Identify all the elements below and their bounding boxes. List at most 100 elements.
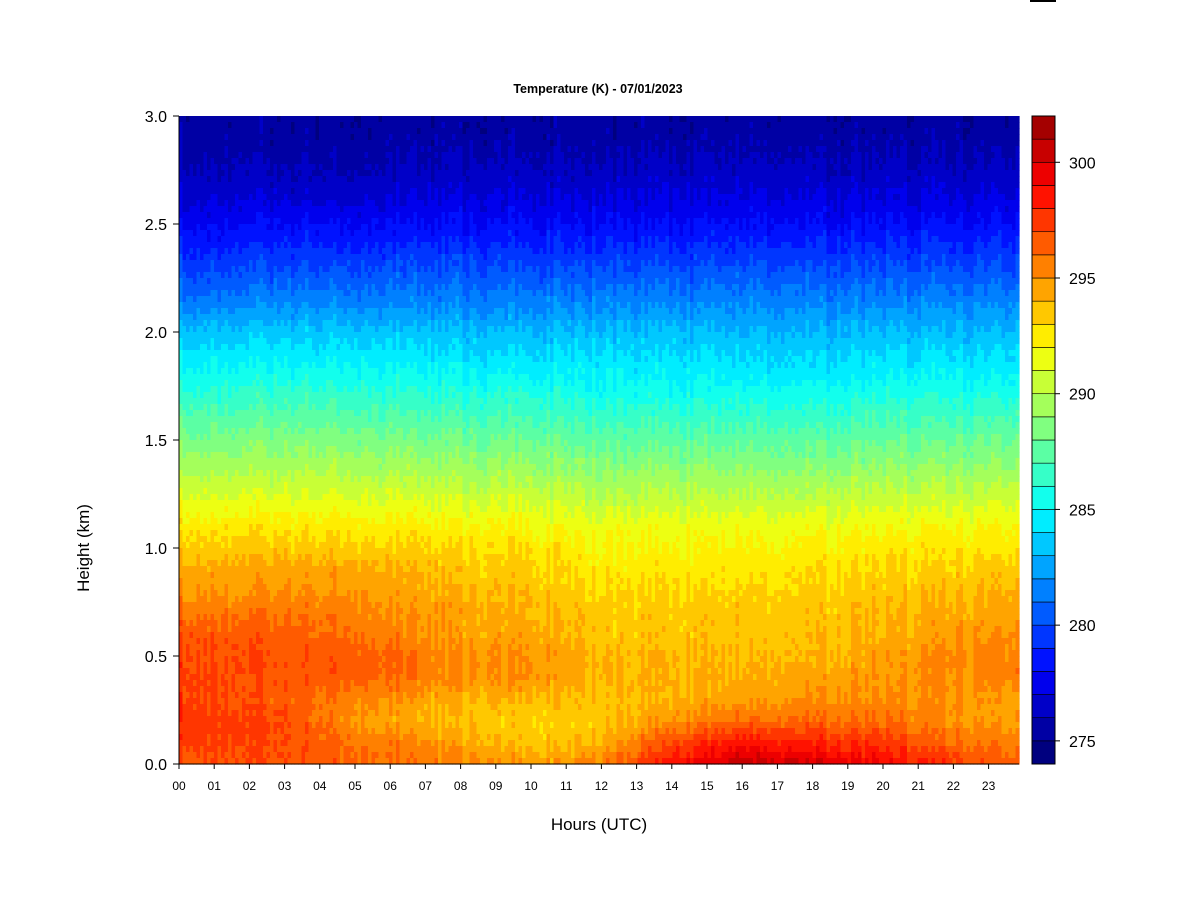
heatmap-cell (322, 230, 327, 237)
heatmap-cell (249, 428, 254, 435)
heatmap-cell (273, 170, 278, 177)
heatmap-cell (179, 266, 184, 273)
heatmap-cell (231, 344, 236, 351)
heatmap-cell (235, 644, 240, 651)
heatmap-cell (245, 686, 250, 693)
heatmap-cell (263, 194, 268, 201)
heatmap-cell (301, 362, 306, 369)
heatmap-cell (315, 350, 320, 357)
heatmap-cell (336, 128, 341, 135)
heatmap-cell (179, 248, 184, 255)
heatmap-cell (207, 518, 212, 525)
heatmap-cell (322, 290, 327, 297)
heatmap-cell (249, 596, 254, 603)
heatmap-cell (196, 488, 201, 495)
heatmap-cell (256, 386, 261, 393)
heatmap-cell (189, 728, 194, 735)
heatmap-cell (235, 524, 240, 531)
heatmap-cell (291, 632, 296, 639)
heatmap-cell (301, 746, 306, 753)
heatmap-cell (329, 662, 334, 669)
heatmap-cell (235, 242, 240, 249)
heatmap-cell (231, 674, 236, 681)
heatmap-cell (259, 422, 264, 429)
heatmap-cell (256, 332, 261, 339)
heatmap-cell (298, 602, 303, 609)
heatmap-cell (273, 224, 278, 231)
heatmap-cell (270, 458, 275, 465)
heatmap-cell (298, 260, 303, 267)
heatmap-cell (235, 140, 240, 147)
heatmap-cell (203, 572, 208, 579)
heatmap-cell (217, 674, 222, 681)
heatmap-cell (308, 368, 313, 375)
heatmap-cell (238, 248, 243, 255)
heatmap-cell (235, 326, 240, 333)
heatmap-cell (280, 320, 285, 327)
heatmap-cell (200, 488, 205, 495)
heatmap-cell (235, 188, 240, 195)
heatmap-cell (266, 458, 271, 465)
heatmap-cell (273, 218, 278, 225)
heatmap-cell (308, 182, 313, 189)
heatmap-cell (249, 656, 254, 663)
heatmap-cell (210, 746, 215, 753)
heatmap-cell (315, 488, 320, 495)
heatmap-cell (224, 290, 229, 297)
heatmap-cell (207, 614, 212, 621)
heatmap-cell (242, 560, 247, 567)
heatmap-cell (294, 410, 299, 417)
heatmap-cell (207, 680, 212, 687)
heatmap-cell (256, 632, 261, 639)
heatmap-cell (266, 626, 271, 633)
heatmap-cell (189, 452, 194, 459)
heatmap-cell (256, 428, 261, 435)
heatmap-cell (266, 356, 271, 363)
heatmap-cell (336, 578, 341, 585)
heatmap-cell (312, 410, 317, 417)
heatmap-cell (270, 758, 275, 765)
heatmap-cell (252, 272, 257, 279)
heatmap-cell (231, 746, 236, 753)
heatmap-cell (301, 182, 306, 189)
heatmap-cell (252, 392, 257, 399)
heatmap-cell (245, 398, 250, 405)
heatmap-cell (214, 536, 219, 543)
heatmap-cell (203, 668, 208, 675)
heatmap-cell (217, 350, 222, 357)
heatmap-cell (182, 566, 187, 573)
heatmap-cell (312, 278, 317, 285)
heatmap-cell (336, 206, 341, 213)
heatmap-cell (308, 236, 313, 243)
heatmap-cell (179, 308, 184, 315)
heatmap-cell (266, 164, 271, 171)
heatmap-cell (305, 548, 310, 555)
heatmap-cell (301, 680, 306, 687)
heatmap-cell (207, 170, 212, 177)
heatmap-cell (256, 488, 261, 495)
heatmap-cell (221, 140, 226, 147)
heatmap-cell (280, 194, 285, 201)
heatmap-cell (231, 362, 236, 369)
heatmap-cell (308, 338, 313, 345)
heatmap-cell (189, 200, 194, 207)
heatmap-cell (336, 668, 341, 675)
heatmap-cell (308, 446, 313, 453)
heatmap-cell (266, 182, 271, 189)
heatmap-cell (287, 404, 292, 411)
heatmap-cell (193, 386, 198, 393)
heatmap-cell (221, 428, 226, 435)
heatmap-cell (182, 710, 187, 717)
heatmap-cell (294, 476, 299, 483)
heatmap-cell (287, 212, 292, 219)
heatmap-cell (210, 656, 215, 663)
heatmap-cell (277, 230, 282, 237)
heatmap-cell (256, 206, 261, 213)
heatmap-cell (270, 236, 275, 243)
heatmap-cell (291, 608, 296, 615)
heatmap-cell (308, 404, 313, 411)
heatmap-cell (245, 386, 250, 393)
heatmap-cell (207, 308, 212, 315)
heatmap-cell (193, 302, 198, 309)
heatmap-cell (287, 728, 292, 735)
